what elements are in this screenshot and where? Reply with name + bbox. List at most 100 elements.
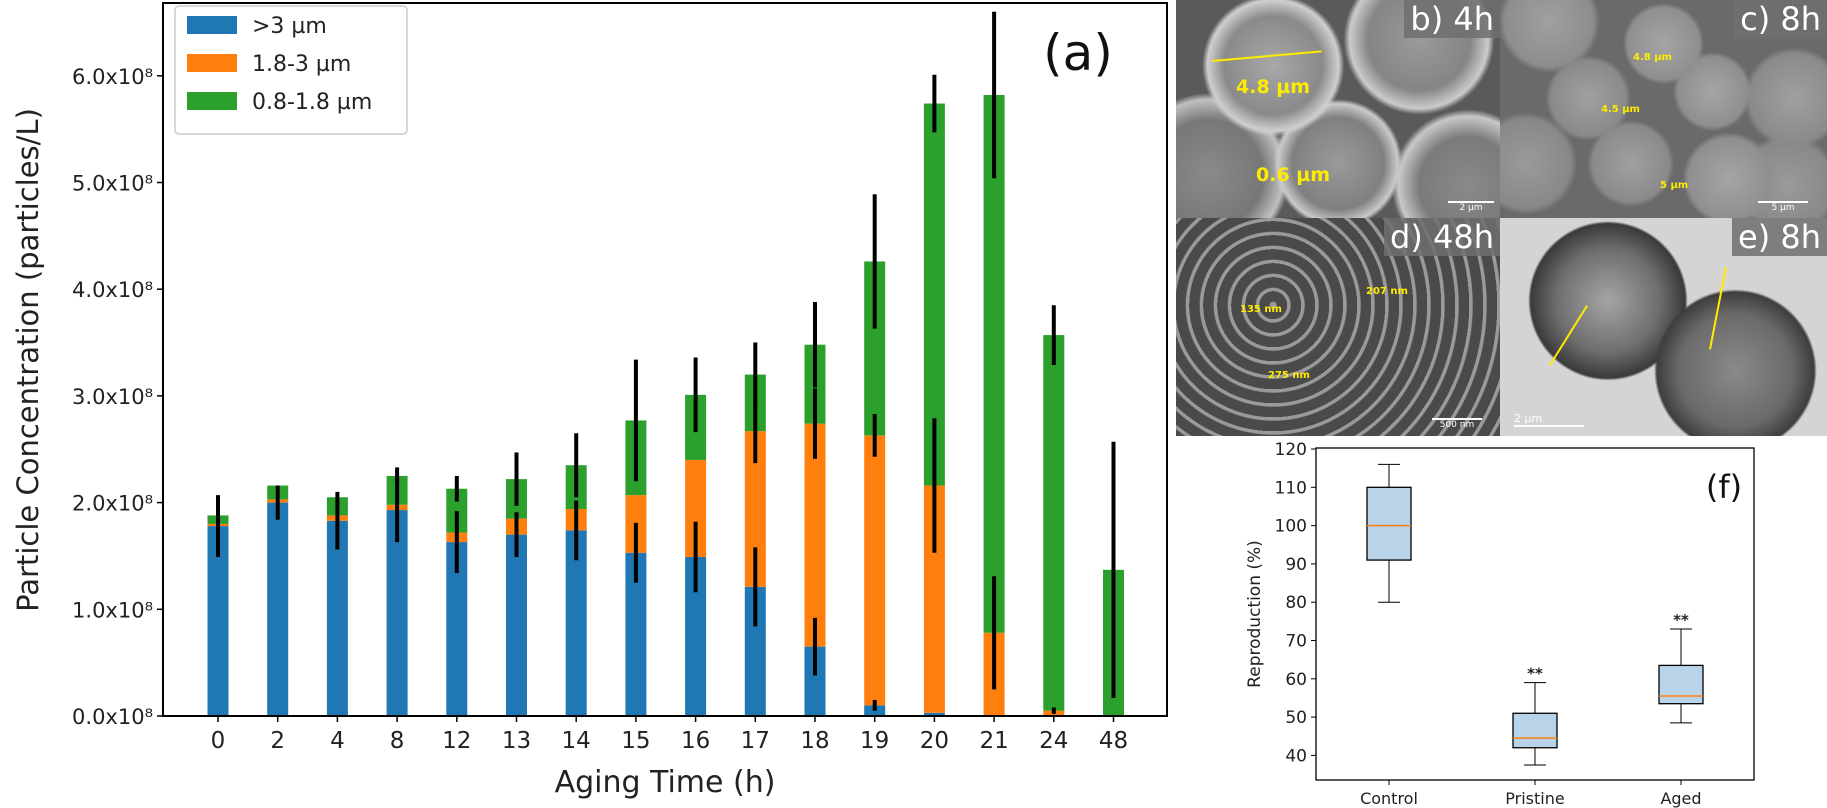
x-axis-label: Aging Time (h) [555,765,776,800]
scale-bar: 5 µm [1758,201,1808,213]
x-tick-label: 24 [1039,728,1068,754]
x-tick-label: 4 [330,728,345,754]
x-tick-label: 21 [979,728,1008,754]
y-tick-label: 60 [1285,670,1307,690]
x-tick-label: Pristine [1505,789,1564,808]
panel-label: (a) [1043,24,1113,82]
bar-segment-1.83m [685,459,707,558]
bar-segment-0.81.8m [923,103,945,486]
x-tick-label: 0 [211,728,226,754]
scale-bar: 2 µm [1448,201,1494,213]
x-tick-label: 17 [741,728,770,754]
x-tick-label: Aged [1660,789,1701,808]
bar-segment-3m [267,502,289,716]
annotation-135nm: 135 nm [1240,304,1282,315]
y-tick-label: 3.0x10⁸ [72,385,153,409]
bar-segment-3m [565,530,587,716]
annotation-5um: 5 µm [1660,180,1689,191]
legend-label: >3 µm [252,14,327,39]
bar-segment-3m [744,586,766,716]
y-tick-label: 100 [1275,517,1307,537]
x-tick-label: 20 [920,728,949,754]
y-tick-label: 5.0x10⁸ [72,172,153,196]
legend-swatch [187,16,237,34]
y-tick-label: 110 [1275,478,1307,498]
panel-label: (f) [1706,468,1742,506]
y-tick-label: 6.0x10⁸ [72,65,153,89]
legend-swatch [187,54,237,72]
annotation-4-8um: 4.8 µm [1633,52,1672,63]
y-tick-label: 90 [1285,555,1307,575]
x-tick-label: 13 [502,728,531,754]
x-tick-label: 12 [442,728,471,754]
x-tick-label: 19 [860,728,889,754]
bar-segment-3m [506,534,527,716]
x-tick-label: 16 [681,728,710,754]
bar-segment-3m [685,557,707,716]
y-tick-label: 0.0x10⁸ [72,705,153,729]
y-tick-label: 40 [1285,746,1307,766]
x-tick-label: 14 [562,728,591,754]
stacked-bar-chart-a: 0 2 4 8 12 13 14 15 16 17 18 19 20 21 24 480.0x10⁸1.0x1… [11,2,1168,800]
sem-panel-b: b) 4h 4.8 µm 0.6 µm 2 µm [1176,0,1500,218]
scale-bar: 2 µm [1514,412,1584,427]
y-tick-label: 1.0x10⁸ [72,598,153,622]
y-tick-label: 2.0x10⁸ [72,492,153,516]
arrow-icon [1549,305,1588,366]
legend-label: 0.8-1.8 µm [252,90,372,115]
annotation-207nm: 207 nm [1366,286,1408,297]
bar-segment-3m [923,712,945,716]
y-tick-label: 80 [1285,593,1307,613]
bar-segment-0.81.8m [1043,335,1065,711]
plot-frame [162,2,1168,717]
annotation-4-8um: 4.8 µm [1236,76,1311,98]
bar-segment-3m [625,552,647,716]
box [1366,486,1412,561]
box-plot-f: 40 50 60 70 80 90 100 110 120 Reproduction (%) (f)… [1245,440,1755,808]
annotation-0-6um: 0.6 µm [1256,164,1331,186]
annotation-4-5um: 4.5 µm [1601,104,1640,115]
y-tick-label: 4.0x10⁸ [72,278,153,302]
bar-segment-3m [386,510,408,716]
x-tick-label: 15 [621,728,650,754]
panel-label-e: e) 8h [1732,218,1827,256]
bar-segment-3m [446,542,468,716]
panel-label-b: b) 4h [1404,0,1500,38]
y-axis-label: Particle Concentration (particles/L) [11,108,45,612]
tem-panel-e: e) 8h 2 µm [1500,218,1827,436]
box [1512,712,1558,749]
bar-segment-1.83m [864,435,886,706]
x-tick-label: 18 [800,728,829,754]
legend-label: 1.8-3 µm [252,52,351,77]
bar-segment-1.83m [804,423,826,647]
y-tick-label: 120 [1275,440,1307,460]
x-tick-label: 2 [270,728,285,754]
x-tick-label: Control [1360,789,1418,808]
bar-segment-3m [804,646,826,716]
y-tick-label: 50 [1285,708,1307,728]
y-tick-label: 70 [1285,632,1307,652]
bar-segment-0.81.8m [446,488,468,533]
significance-marker: ** [1673,611,1689,629]
box [1658,664,1704,705]
annotation-275nm: 275 nm [1268,370,1310,381]
bar-segment-0.81.8m [983,95,1005,633]
arrow-icon [1708,266,1727,350]
significance-marker: ** [1527,665,1543,683]
panel-label-d: d) 48h [1384,218,1500,256]
bar-segment-3m [207,526,229,716]
bar-segment-3m [326,520,348,716]
legend-swatch [187,92,237,110]
bar-segment-1.83m [744,431,766,587]
x-tick-label: 8 [390,728,405,754]
scale-bar: 500 nm [1432,418,1482,430]
x-tick-label: 48 [1099,728,1128,754]
sem-panel-c: c) 8h 4.8 µm 4.5 µm 5 µm 5 µm [1500,0,1827,218]
measure-arrow [1211,50,1322,62]
bar-segment-3m [864,705,886,716]
bar-segment-1.83m [923,485,945,713]
sem-panel-d: d) 48h 135 nm 207 nm 275 nm 500 nm [1176,218,1500,436]
panel-label-c: c) 8h [1734,0,1827,38]
bar-segment-0.81.8m [864,261,886,436]
y-axis-label: Reproduction (%) [1245,540,1265,688]
